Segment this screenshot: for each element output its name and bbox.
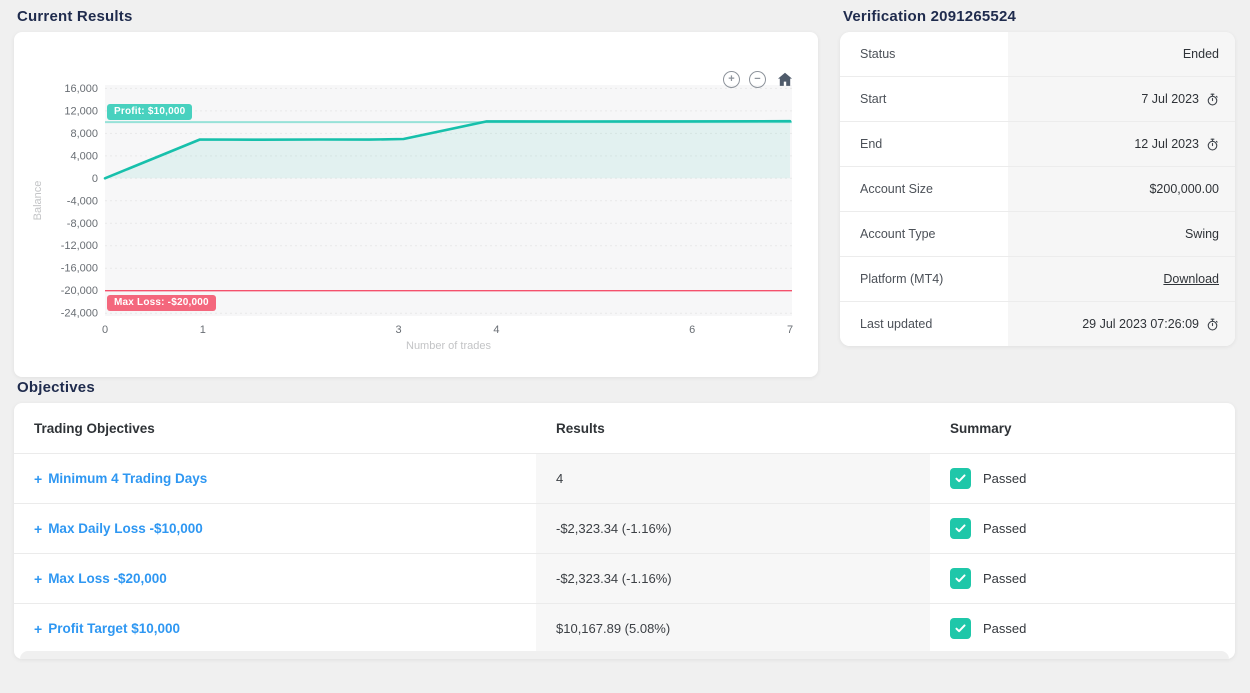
header-results: Results: [536, 403, 930, 453]
row-label: Platform (MT4): [840, 257, 1008, 301]
stopwatch-icon: [1206, 93, 1219, 106]
svg-text:Balance: Balance: [32, 181, 44, 221]
row-label: Account Type: [840, 212, 1008, 256]
objective-result: -$2,323.34 (-1.16%): [536, 504, 930, 553]
objective-row-max-daily-loss: + Max Daily Loss -$10,000 -$2,323.34 (-1.…: [14, 503, 1235, 553]
row-label: End: [840, 122, 1008, 166]
objective-link[interactable]: + Max Daily Loss -$10,000: [34, 520, 203, 537]
account-size-value: $200,000.00: [1149, 182, 1219, 196]
last-updated-value: 29 Jul 2023 07:26:09: [1082, 317, 1199, 331]
summary-status: Passed: [983, 571, 1027, 586]
svg-text:3: 3: [396, 324, 402, 336]
start-date-value: 7 Jul 2023: [1141, 92, 1199, 106]
passed-check-icon: [950, 468, 971, 489]
expand-plus-icon: +: [34, 520, 43, 537]
passed-check-icon: [950, 518, 971, 539]
current-results-section: Current Results + − 16,000 12,000 8,000 4,0…: [14, 6, 818, 377]
objective-row-max-loss: + Max Loss -$20,000 -$2,323.34 (-1.16%) P…: [14, 553, 1235, 603]
row-label: Start: [840, 77, 1008, 121]
objectives-table: Trading Objectives Results Summary + Mini…: [14, 403, 1235, 659]
header-summary: Summary: [950, 420, 1012, 436]
passed-check-icon: [950, 618, 971, 639]
svg-text:-12,000: -12,000: [61, 240, 98, 252]
zoom-in-icon[interactable]: +: [723, 71, 740, 88]
chart-toolbar: + −: [723, 71, 793, 88]
verification-row-start: Start 7 Jul 2023: [840, 76, 1235, 121]
verification-row-account-type: Account Type Swing: [840, 211, 1235, 256]
verification-details-card: Status Ended Start 7 Jul 2023 End 12 Jul…: [840, 32, 1235, 346]
max-loss-line-badge: Max Loss: -$20,000: [107, 294, 216, 311]
status-value: Ended: [1182, 47, 1219, 61]
svg-text:6: 6: [689, 324, 695, 336]
expand-plus-icon: +: [34, 570, 43, 587]
svg-text:0: 0: [102, 324, 108, 336]
header-trading-objectives: Trading Objectives: [34, 420, 155, 436]
profit-target-line-badge: Profit: $10,000: [107, 104, 193, 121]
row-label: Status: [840, 32, 1008, 76]
zoom-out-icon[interactable]: −: [749, 71, 766, 88]
svg-text:12,000: 12,000: [64, 105, 98, 117]
svg-text:-8,000: -8,000: [67, 218, 98, 230]
download-platform-link[interactable]: Download: [1163, 272, 1219, 286]
svg-text:1: 1: [200, 324, 206, 336]
verification-row-last-updated: Last updated 29 Jul 2023 07:26:09: [840, 301, 1235, 346]
objective-row-min-trading-days: + Minimum 4 Trading Days 4 Passed: [14, 453, 1235, 503]
verification-row-status: Status Ended: [840, 32, 1235, 76]
objective-link[interactable]: + Minimum 4 Trading Days: [34, 470, 208, 487]
objective-link[interactable]: + Profit Target $10,000: [34, 620, 180, 637]
verification-title: Verification 2091265524: [843, 8, 1017, 25]
summary-status: Passed: [983, 521, 1027, 536]
svg-text:16,000: 16,000: [64, 83, 98, 95]
verification-row-platform: Platform (MT4) Download: [840, 256, 1235, 301]
balance-chart-card[interactable]: + − 16,000 12,000 8,000 4,000 0 -4,000 -8,000 -…: [14, 32, 818, 377]
stopwatch-icon: [1206, 318, 1219, 331]
summary-status: Passed: [983, 471, 1027, 486]
row-label: Account Size: [840, 167, 1008, 211]
svg-text:8,000: 8,000: [70, 128, 98, 140]
objectives-header-row: Trading Objectives Results Summary: [14, 403, 1235, 453]
reset-view-home-icon[interactable]: [777, 72, 793, 87]
summary-status: Passed: [983, 621, 1027, 636]
next-row-peek: [20, 651, 1229, 659]
expand-plus-icon: +: [34, 620, 43, 637]
svg-text:-4,000: -4,000: [67, 195, 98, 207]
verification-section: Verification 2091265524 Status Ended Sta…: [840, 6, 1235, 346]
balance-line-chart[interactable]: 16,000 12,000 8,000 4,000 0 -4,000 -8,000 -12,0…: [14, 32, 818, 377]
verification-row-account-size: Account Size $200,000.00: [840, 166, 1235, 211]
objective-row-profit-target: + Profit Target $10,000 $10,167.89 (5.08%…: [14, 603, 1235, 653]
objective-result: -$2,323.34 (-1.16%): [536, 554, 930, 603]
end-date-value: 12 Jul 2023: [1134, 137, 1199, 151]
svg-text:4: 4: [493, 324, 499, 336]
verification-row-end: End 12 Jul 2023: [840, 121, 1235, 166]
svg-text:-24,000: -24,000: [61, 308, 98, 320]
current-results-title: Current Results: [17, 8, 133, 25]
row-label: Last updated: [840, 302, 1008, 346]
stopwatch-icon: [1206, 138, 1219, 151]
dashboard-page: Current Results + − 16,000 12,000 8,000 4,0…: [14, 6, 1235, 659]
objectives-title: Objectives: [17, 379, 95, 396]
objective-result: 4: [536, 454, 930, 503]
objective-link[interactable]: + Max Loss -$20,000: [34, 570, 167, 587]
account-type-value: Swing: [1184, 227, 1219, 241]
svg-text:-16,000: -16,000: [61, 263, 98, 275]
svg-text:7: 7: [787, 324, 793, 336]
objective-result: $10,167.89 (5.08%): [536, 604, 930, 653]
svg-text:Number of trades: Number of trades: [406, 340, 491, 352]
svg-text:4,000: 4,000: [70, 150, 98, 162]
expand-plus-icon: +: [34, 470, 43, 487]
passed-check-icon: [950, 568, 971, 589]
svg-text:-20,000: -20,000: [61, 285, 98, 297]
svg-text:0: 0: [92, 173, 98, 185]
